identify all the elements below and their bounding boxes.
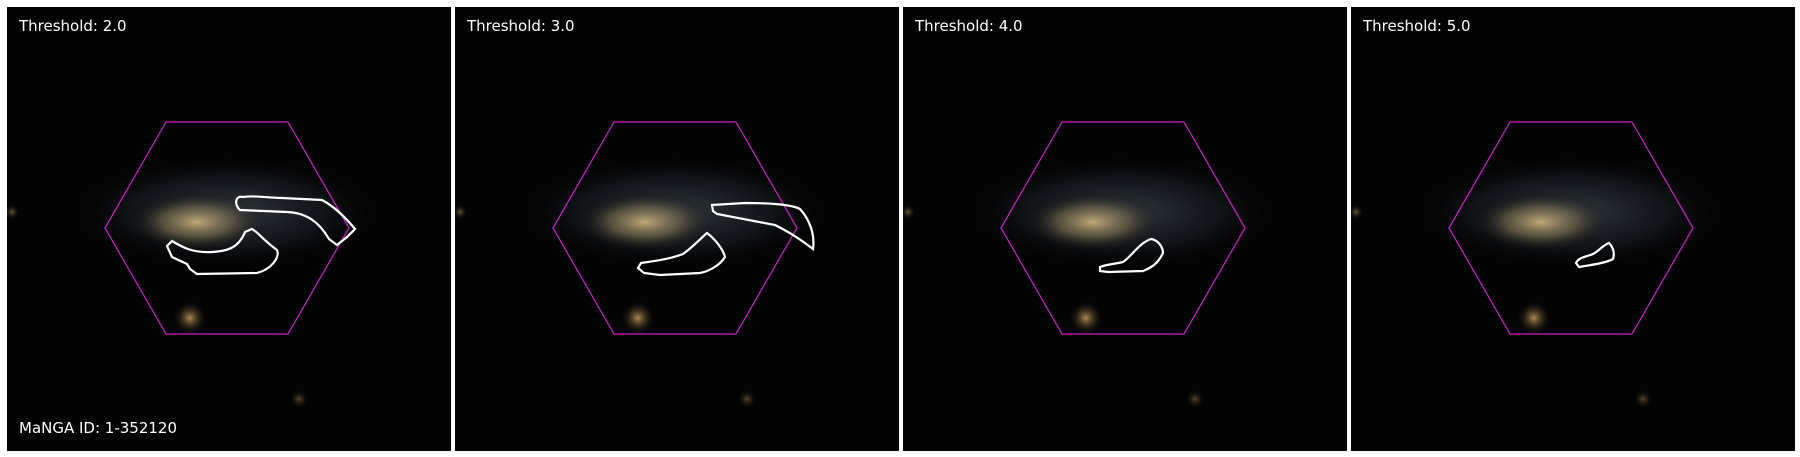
threshold-label: Threshold: 2.0	[19, 17, 127, 35]
manga-id-label: MaNGA ID: 1-352120	[19, 419, 178, 437]
galaxy-image	[7, 7, 451, 451]
ifu-hexagon	[1448, 121, 1694, 335]
galaxy-image	[455, 7, 899, 451]
contour-outline	[636, 231, 727, 277]
contour-outline	[710, 201, 815, 251]
threshold-label: Threshold: 5.0	[1363, 17, 1471, 35]
ifu-hexagon	[104, 121, 350, 335]
threshold-label: Threshold: 3.0	[467, 17, 575, 35]
image-panel-threshold-3: Threshold: 4.0	[903, 7, 1347, 451]
contour-outline	[165, 227, 279, 276]
contour-outline	[235, 195, 357, 247]
image-panel-threshold-1: Threshold: 2.0 MaNGA ID: 1-352120	[7, 7, 451, 451]
threshold-label: Threshold: 4.0	[915, 17, 1023, 35]
galaxy-image	[903, 7, 1347, 451]
contour-outline	[1098, 237, 1165, 274]
image-panel-threshold-2: Threshold: 3.0	[455, 7, 899, 451]
image-panel-threshold-4: Threshold: 5.0	[1351, 7, 1795, 451]
contour-outline	[1574, 241, 1615, 269]
galaxy-image	[1351, 7, 1795, 451]
ifu-hexagon	[552, 121, 798, 335]
ifu-hexagon	[1000, 121, 1246, 335]
